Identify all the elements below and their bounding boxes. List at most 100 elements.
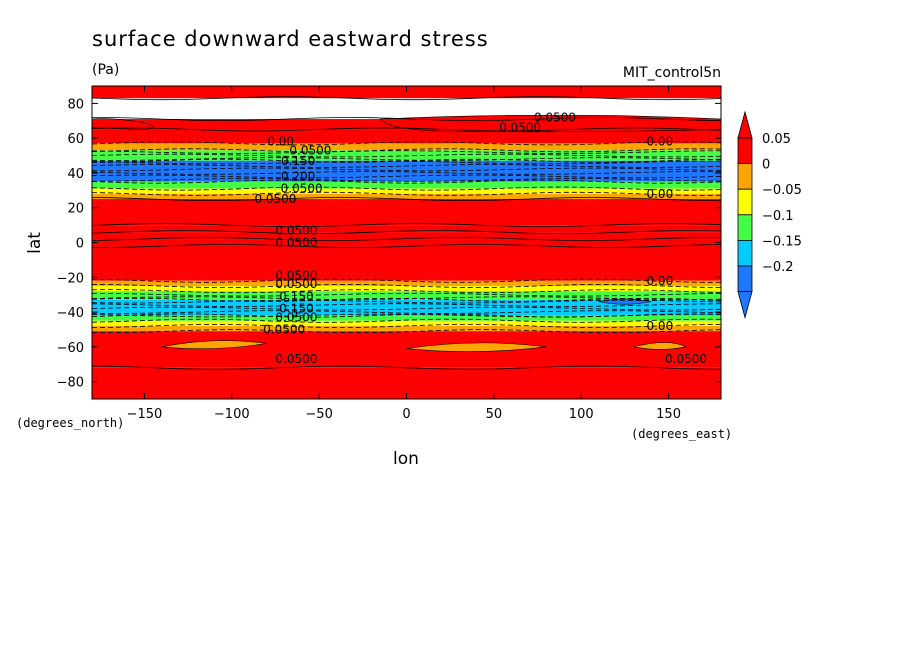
contour-label-6: 0.0500 — [281, 182, 323, 196]
contour-label-19: 0.00 — [646, 319, 673, 333]
colorbar-label-4: −0.15 — [762, 234, 802, 249]
y-tick-label-8: 80 — [67, 97, 84, 112]
band-19 — [92, 320, 721, 326]
contour-label-2: 0.00 — [267, 135, 294, 149]
contour-label-15: 0.150 — [279, 302, 313, 316]
contour-7 — [92, 186, 721, 191]
x-axis-ticks: −150 −100 −50 0 50 100 150 — [127, 86, 681, 422]
contour-dash-n-46 — [92, 160, 721, 165]
y-tick-label-3: −20 — [57, 271, 84, 286]
y-axis-units: (degrees_north) — [16, 416, 124, 430]
x-tick-label-1: −100 — [214, 407, 250, 422]
y-tick-label-1: −60 — [57, 341, 84, 356]
colorbar-label-1: 0 — [762, 158, 770, 173]
contour-label-16: 0.0500 — [275, 310, 317, 324]
contour-label-7: 0.0500 — [254, 192, 296, 206]
y-tick-label-4: 0 — [76, 237, 84, 252]
band-2 — [92, 129, 721, 144]
contour-label-21: 0.0500 — [665, 352, 707, 366]
colorbar-label-2: −0.05 — [762, 183, 802, 198]
contour-14 — [92, 278, 721, 283]
x-tick-label-3: 0 — [402, 407, 410, 422]
contour-11 — [92, 230, 721, 235]
y-tick-label-0: −80 — [57, 376, 84, 391]
colorbar-swatch-0 — [737, 137, 753, 165]
contour-19 — [92, 318, 721, 323]
contour-label-0: 0.0500 — [534, 110, 576, 124]
plot-area: 0.05000.05000.000.05000.1500.2000.05000.… — [92, 86, 721, 399]
band-18 — [92, 315, 721, 321]
colorbar-label-0: 0.05 — [762, 132, 791, 147]
x-tick-label-5: 100 — [569, 407, 594, 422]
x-tick-label-2: −50 — [305, 407, 332, 422]
patch-s-center — [406, 342, 547, 352]
y-tick-label-2: −40 — [57, 306, 84, 321]
contour-dash-n-48 — [92, 157, 721, 161]
y-axis-label: lat — [25, 232, 45, 254]
band-7 — [92, 188, 721, 194]
contour-20 — [92, 323, 721, 328]
band-6 — [92, 181, 721, 189]
patch-se — [633, 342, 687, 350]
band-20 — [92, 325, 721, 332]
contour-label-17: 0.0500 — [263, 322, 305, 336]
contour-dash-n-36 — [92, 178, 721, 182]
band-12 — [92, 239, 721, 246]
band-17 — [92, 299, 721, 316]
contour-dash-n-40 — [92, 171, 721, 175]
band-10 — [92, 225, 721, 233]
contour-dash-s--38 — [92, 306, 721, 311]
colorbar-swatch-2 — [737, 188, 753, 216]
contour-dash-n-50 — [92, 153, 721, 158]
band-15 — [92, 285, 721, 292]
contour-4 — [92, 148, 721, 153]
y-axis-ticks: −80 −60 −40 −20 0 20 40 60 80 — [57, 97, 721, 391]
contour-label-20: 0.0500 — [275, 352, 317, 366]
y-tick-label-6: 40 — [67, 167, 84, 182]
color-bands — [92, 86, 721, 399]
x-axis-label: lon — [393, 449, 419, 469]
contour-dash-s--42 — [92, 313, 721, 318]
contour-label-18: 0.00 — [646, 274, 673, 288]
contour-22 — [92, 365, 721, 370]
band-21 — [92, 331, 721, 368]
contour-label-1: 0.0500 — [499, 121, 541, 135]
contour-label-8: 0.00 — [646, 135, 673, 149]
contour-labels: 0.05000.05000.000.05000.1500.2000.05000.… — [254, 110, 707, 366]
contour-2 — [92, 117, 721, 122]
contour-label-13: 0.0500 — [275, 277, 317, 291]
contour-1 — [92, 127, 721, 132]
contour-8 — [92, 191, 721, 196]
contour-0 — [92, 96, 721, 101]
contour-10 — [92, 223, 721, 228]
contour-13 — [92, 243, 721, 248]
colorbar-swatch-5 — [737, 265, 753, 293]
contour-16 — [92, 289, 721, 294]
x-tick-label-4: 50 — [486, 407, 503, 422]
band-3 — [92, 143, 721, 151]
y-tick-label-5: 20 — [67, 202, 84, 217]
contour-12 — [92, 237, 721, 242]
contour-lines — [92, 96, 721, 370]
contour-dash-s--40 — [92, 310, 721, 314]
dataset-label: MIT_control5n — [623, 65, 721, 81]
contour-dash-n-42 — [92, 167, 721, 172]
chart-title: surface downward eastward stress — [92, 27, 489, 51]
patch-nw — [92, 118, 154, 130]
band-9 — [92, 199, 721, 226]
contour-15 — [92, 283, 721, 288]
band-14 — [92, 280, 721, 286]
contour-label-10: 0.0500 — [275, 223, 317, 237]
contour-label-4: 0.150 — [281, 154, 315, 168]
band-11 — [92, 232, 721, 240]
chart-units: (Pa) — [92, 62, 119, 78]
x-tick-label-6: 150 — [656, 407, 681, 422]
patch-sw — [161, 340, 267, 350]
band-16 — [92, 291, 721, 300]
band-5 — [92, 160, 721, 182]
contour-9 — [92, 197, 721, 202]
colorbar-bottom-arrow — [737, 291, 753, 320]
colorbar-label-5: −0.2 — [762, 260, 794, 275]
contour-3 — [92, 141, 721, 146]
